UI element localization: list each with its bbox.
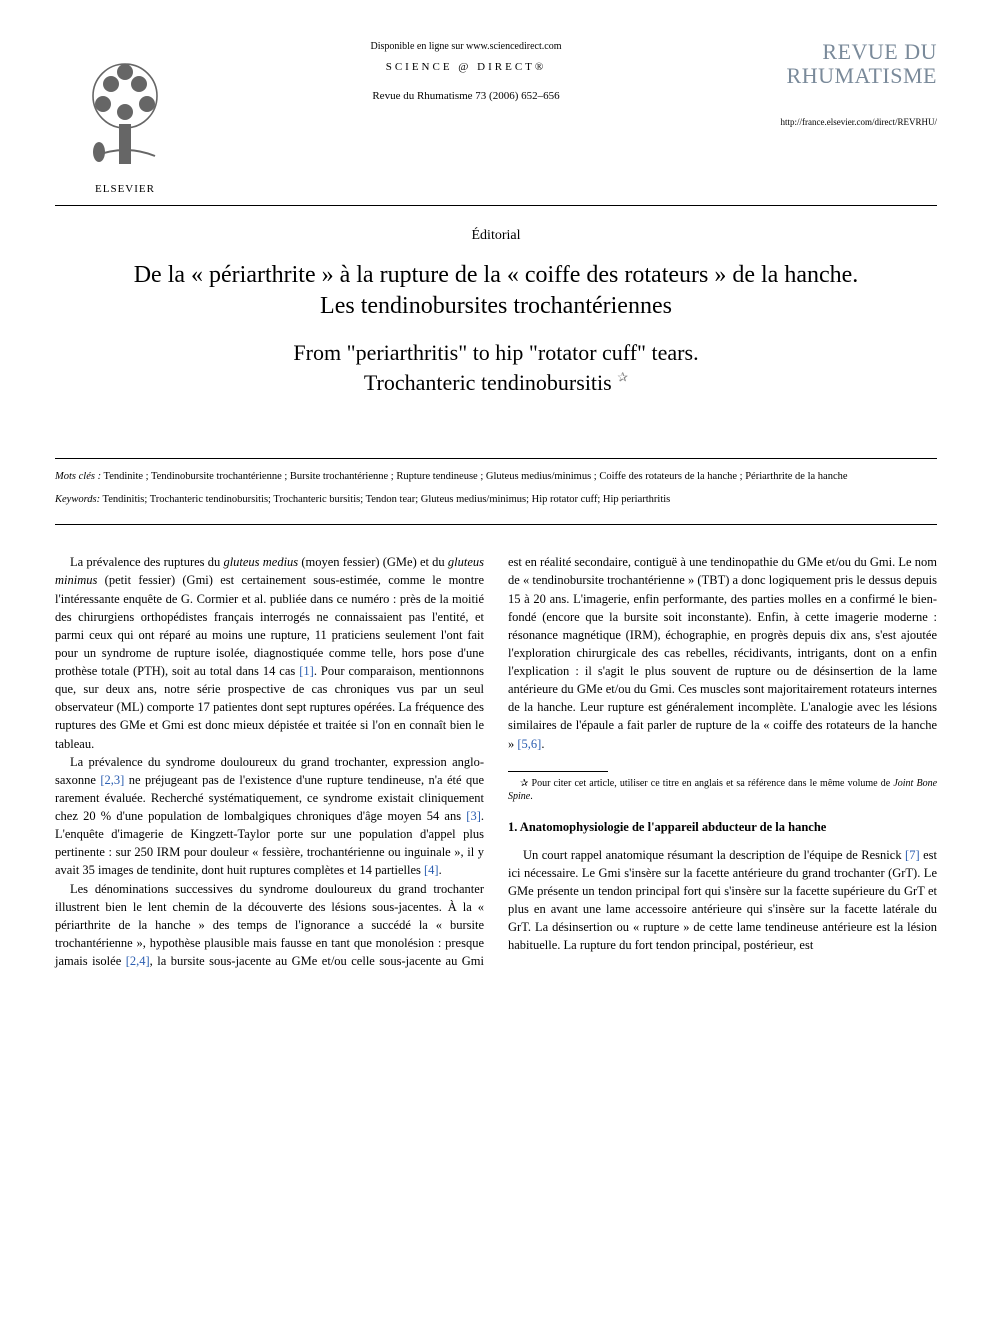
paragraph-1: La prévalence des ruptures du gluteus me… xyxy=(55,553,484,752)
sciencedirect-availability: Disponible en ligne sur www.sciencedirec… xyxy=(215,40,717,54)
citation-link[interactable]: [1] xyxy=(299,664,314,678)
journal-header: ELSEVIER Disponible en ligne sur www.sci… xyxy=(55,40,937,206)
paragraph-4: Un court rappel anatomique résumant la d… xyxy=(508,846,937,955)
keywords-english: Keywords: Tendinitis; Trochanteric tendi… xyxy=(55,492,937,509)
elsevier-tree-icon xyxy=(55,40,195,180)
keywords-fr-label: Mots clés : xyxy=(55,471,101,482)
journal-reference: Revue du Rhumatisme 73 (2006) 652–656 xyxy=(215,89,717,104)
keywords-french: Mots clés : Tendinite ; Tendinobursite t… xyxy=(55,469,937,486)
header-center: Disponible en ligne sur www.sciencedirec… xyxy=(195,40,737,105)
article-title-english: From "periarthritis" to hip "rotator cuf… xyxy=(55,338,937,397)
citation-link[interactable]: [2,4] xyxy=(126,954,150,968)
journal-url: http://france.elsevier.com/direct/REVRHU… xyxy=(737,116,937,129)
article-body: La prévalence des ruptures du gluteus me… xyxy=(55,553,937,970)
sciencedirect-logo: SCIENCE @ DIRECT® xyxy=(215,60,717,75)
citation-link[interactable]: [5,6] xyxy=(517,737,541,751)
journal-title-line1: REVUE DU xyxy=(822,39,937,64)
article-type: Éditorial xyxy=(55,226,937,246)
citation-link[interactable]: [3] xyxy=(466,809,481,823)
citation-link[interactable]: [4] xyxy=(424,863,439,877)
paragraph-2: La prévalence du syndrome douloureux du … xyxy=(55,753,484,880)
journal-title-line2: RHUMATISME xyxy=(787,63,937,88)
citation-link[interactable]: [2,3] xyxy=(100,773,124,787)
keywords-block: Mots clés : Tendinite ; Tendinobursite t… xyxy=(55,458,937,526)
publisher-block: ELSEVIER xyxy=(55,40,195,197)
publisher-name: ELSEVIER xyxy=(95,182,155,197)
keywords-en-label: Keywords: xyxy=(55,494,100,505)
journal-title-block: REVUE DU RHUMATISME http://france.elsevi… xyxy=(737,40,937,129)
elsevier-logo: ELSEVIER xyxy=(55,40,195,197)
footnote-marker-icon: ✰ xyxy=(617,370,628,385)
citation-link[interactable]: [7] xyxy=(905,848,920,862)
footnote-separator xyxy=(508,771,608,772)
footnote-text: ✰ Pour citer cet article, utiliser ce ti… xyxy=(508,777,937,804)
section-1-heading: 1. Anatomophysiologie de l'appareil abdu… xyxy=(508,818,937,836)
keywords-en-list: Tendinitis; Trochanteric tendinobursitis… xyxy=(103,494,671,505)
article-title-french: De la « périarthrite » à la rupture de l… xyxy=(55,260,937,322)
keywords-fr-list: Tendinite ; Tendinobursite trochantérien… xyxy=(104,471,848,482)
